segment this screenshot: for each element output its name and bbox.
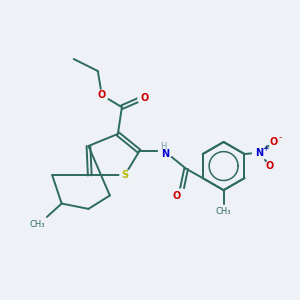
Text: O: O: [140, 93, 149, 103]
Text: N: N: [255, 148, 263, 158]
Text: N: N: [161, 149, 169, 159]
Text: CH₃: CH₃: [216, 206, 231, 215]
Text: +: +: [263, 144, 269, 153]
Text: -: -: [278, 133, 281, 142]
Text: O: O: [98, 90, 106, 100]
Text: O: O: [270, 137, 278, 147]
Text: O: O: [266, 161, 274, 171]
Text: S: S: [121, 170, 128, 180]
Text: H: H: [160, 142, 167, 151]
Text: O: O: [172, 190, 181, 200]
Text: CH₃: CH₃: [30, 220, 45, 229]
